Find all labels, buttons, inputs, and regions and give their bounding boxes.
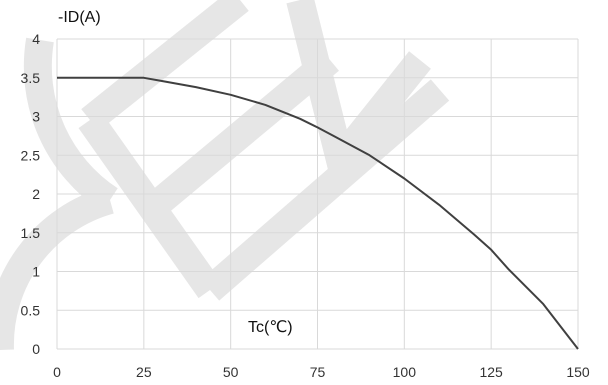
y-tick-label: 2.5 [21, 147, 41, 163]
watermark-letter-e-top [81, 0, 249, 131]
x-tick-label: 75 [310, 364, 326, 380]
y-axis-label: -ID(A) [58, 9, 101, 26]
x-tick-label: 50 [223, 364, 239, 380]
gridlines [56, 38, 579, 350]
x-axis-label: Tc(℃) [248, 319, 293, 336]
y-tick-label: 4 [32, 31, 40, 47]
y-tick-label: 2 [32, 186, 40, 202]
y-tick-label: 1.5 [21, 225, 41, 241]
watermark-letter-s-upper [23, 37, 118, 212]
x-tick-label: 125 [479, 364, 503, 380]
watermark-letter-s [0, 186, 114, 350]
y-tick-label: 3 [32, 109, 40, 125]
y-tick-label: 1 [32, 264, 40, 280]
y-tick-labels: 0 0.5 1 1.5 2 2.5 3 3.5 4 [21, 31, 41, 357]
watermark-letter-e-spine [78, 111, 222, 299]
x-tick-label: 150 [566, 364, 590, 380]
watermark [0, 0, 450, 350]
y-tick-label: 0 [32, 341, 40, 357]
watermark-letter-e-bottom [200, 79, 450, 301]
series-group [57, 76, 579, 350]
y-tick-label: 0.5 [21, 302, 41, 318]
watermark-letter-m [286, 0, 431, 191]
watermark-letter-e-mid [141, 49, 339, 221]
y-tick-label: 3.5 [21, 70, 41, 86]
x-tick-label: 0 [53, 364, 61, 380]
series-line-0 [57, 76, 579, 350]
x-tick-labels: 0 25 50 75 100 125 150 [53, 364, 590, 380]
x-tick-label: 100 [393, 364, 417, 380]
x-tick-label: 25 [136, 364, 152, 380]
